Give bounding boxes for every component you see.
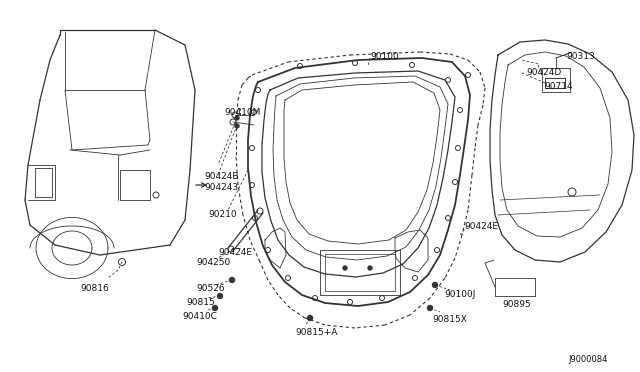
Text: 90815+A: 90815+A — [295, 328, 337, 337]
Text: 90714: 90714 — [544, 82, 573, 91]
Text: 90815X: 90815X — [432, 315, 467, 324]
Circle shape — [230, 278, 234, 282]
Text: 90313: 90313 — [566, 52, 595, 61]
Text: 90410C: 90410C — [182, 312, 217, 321]
Text: 904243: 904243 — [204, 183, 238, 192]
Text: 90895: 90895 — [502, 300, 531, 309]
Text: 90526: 90526 — [196, 284, 225, 293]
Text: 90100J: 90100J — [444, 290, 476, 299]
Text: 90410M: 90410M — [224, 108, 260, 117]
Circle shape — [307, 315, 312, 321]
Circle shape — [212, 305, 218, 311]
Circle shape — [235, 124, 239, 128]
Text: 90100: 90100 — [370, 52, 399, 61]
Text: J9000084: J9000084 — [568, 355, 607, 364]
Text: 90424E: 90424E — [464, 222, 498, 231]
Text: 90424E: 90424E — [218, 248, 252, 257]
Text: 90815: 90815 — [186, 298, 215, 307]
Circle shape — [433, 282, 438, 288]
Circle shape — [368, 266, 372, 270]
Text: 904250: 904250 — [196, 258, 230, 267]
Circle shape — [218, 294, 223, 298]
Text: 90210: 90210 — [208, 210, 237, 219]
Circle shape — [235, 116, 239, 120]
Circle shape — [343, 266, 347, 270]
Text: 90424D: 90424D — [526, 68, 561, 77]
Text: 90816: 90816 — [80, 284, 109, 293]
Circle shape — [428, 305, 433, 311]
Text: 90424B: 90424B — [204, 172, 239, 181]
